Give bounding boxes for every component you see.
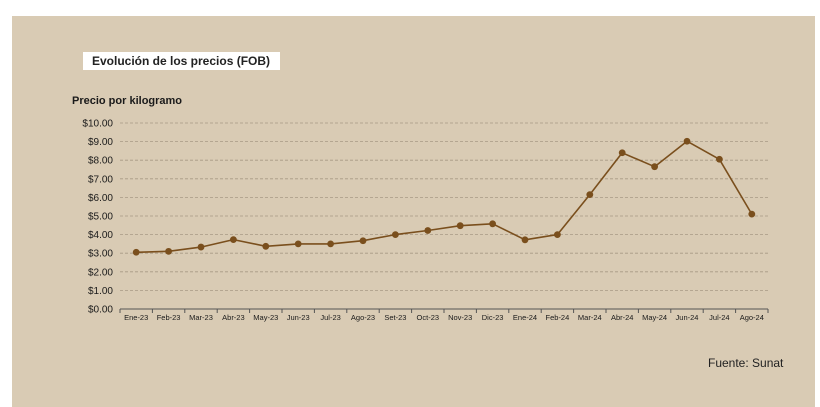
x-tick-label: Feb-23 xyxy=(157,313,181,322)
x-tick-label: Nov-23 xyxy=(448,313,472,322)
data-point xyxy=(489,220,496,228)
x-tick-label: Feb-24 xyxy=(546,313,570,322)
x-tick-label: Oct-23 xyxy=(417,313,440,322)
data-point xyxy=(359,237,367,245)
x-tick-label: Dic-23 xyxy=(482,313,504,322)
data-point xyxy=(456,222,464,230)
y-tick-label: $7.00 xyxy=(88,174,113,185)
x-tick-label: Jun-24 xyxy=(676,313,699,322)
y-tick-label: $6.00 xyxy=(88,193,113,204)
y-axis-label: Precio por kilogramo xyxy=(72,95,183,107)
data-point xyxy=(716,155,723,163)
data-point xyxy=(165,247,173,255)
source-note: Fuente: Sunat xyxy=(708,356,784,370)
y-tick-label: $0.00 xyxy=(88,305,113,316)
x-tick-label: Abr-23 xyxy=(222,313,245,322)
y-tick-label: $9.00 xyxy=(88,137,113,148)
x-tick-label: Mar-23 xyxy=(189,313,213,322)
data-point xyxy=(554,231,561,239)
data-point xyxy=(327,240,334,248)
x-tick-label: Jul-24 xyxy=(709,313,729,322)
data-point xyxy=(683,137,691,145)
y-tick-label: $10.00 xyxy=(82,119,113,130)
y-tick-label: $4.00 xyxy=(88,230,113,241)
chart-panel xyxy=(12,16,815,407)
data-point xyxy=(424,227,432,234)
data-point xyxy=(230,236,237,244)
data-point xyxy=(392,231,399,239)
x-tick-label: Jul-23 xyxy=(320,313,340,322)
x-tick-label: May-23 xyxy=(253,313,278,322)
x-tick-label: Ene-24 xyxy=(513,313,537,322)
x-tick-label: May-24 xyxy=(642,313,667,322)
data-point xyxy=(132,248,140,256)
y-tick-label: $3.00 xyxy=(88,249,113,260)
chart-title: Evolución de los precios (FOB) xyxy=(83,52,280,70)
x-tick-label: Abr-24 xyxy=(611,313,634,322)
y-tick-label: $5.00 xyxy=(88,212,113,223)
data-point xyxy=(651,163,658,171)
data-point xyxy=(618,149,626,157)
data-point xyxy=(294,240,302,248)
data-point xyxy=(748,210,756,218)
y-tick-label: $8.00 xyxy=(88,156,113,167)
x-tick-label: Mar-24 xyxy=(578,313,602,322)
data-point xyxy=(521,236,529,244)
x-tick-label: Ago-24 xyxy=(740,313,764,322)
y-tick-label: $1.00 xyxy=(88,286,113,297)
y-tick-label: $2.00 xyxy=(88,267,113,278)
x-tick-label: Jun-23 xyxy=(287,313,310,322)
data-point xyxy=(262,242,270,250)
data-point xyxy=(586,191,594,199)
data-point xyxy=(197,243,205,251)
x-tick-label: Ago-23 xyxy=(351,313,375,322)
series-line xyxy=(136,140,753,254)
x-tick-label: Set-23 xyxy=(384,313,406,322)
x-tick-label: Ene-23 xyxy=(124,313,148,322)
